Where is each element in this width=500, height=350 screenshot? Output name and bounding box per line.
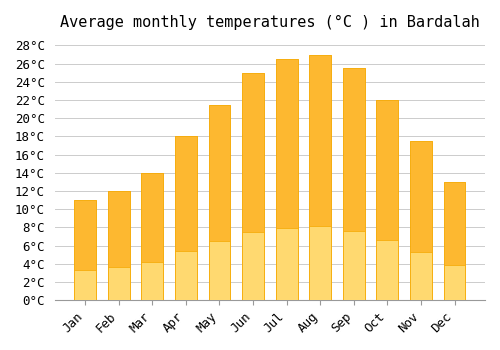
- Bar: [108, 267, 130, 300]
- Bar: [74, 200, 96, 300]
- Bar: [410, 141, 432, 300]
- Bar: [242, 232, 264, 300]
- Bar: [208, 105, 231, 300]
- Bar: [74, 200, 96, 300]
- Bar: [276, 59, 297, 300]
- Bar: [108, 191, 130, 300]
- Bar: [242, 73, 264, 300]
- Bar: [175, 251, 197, 300]
- Bar: [444, 265, 466, 300]
- Title: Average monthly temperatures (°C ) in Bardalah: Average monthly temperatures (°C ) in Ba…: [60, 15, 480, 30]
- Bar: [142, 262, 164, 300]
- Bar: [410, 141, 432, 300]
- Bar: [376, 100, 398, 300]
- Bar: [142, 173, 164, 300]
- Bar: [310, 55, 331, 300]
- Bar: [444, 182, 466, 300]
- Bar: [74, 270, 96, 300]
- Bar: [376, 100, 398, 300]
- Bar: [276, 59, 297, 300]
- Bar: [242, 73, 264, 300]
- Bar: [276, 228, 297, 300]
- Bar: [208, 241, 231, 300]
- Bar: [310, 226, 331, 300]
- Bar: [376, 240, 398, 300]
- Bar: [175, 136, 197, 300]
- Bar: [343, 68, 364, 300]
- Bar: [108, 191, 130, 300]
- Bar: [175, 136, 197, 300]
- Bar: [343, 231, 364, 300]
- Bar: [444, 182, 466, 300]
- Bar: [208, 105, 231, 300]
- Bar: [410, 252, 432, 300]
- Bar: [310, 55, 331, 300]
- Bar: [142, 173, 164, 300]
- Bar: [343, 68, 364, 300]
